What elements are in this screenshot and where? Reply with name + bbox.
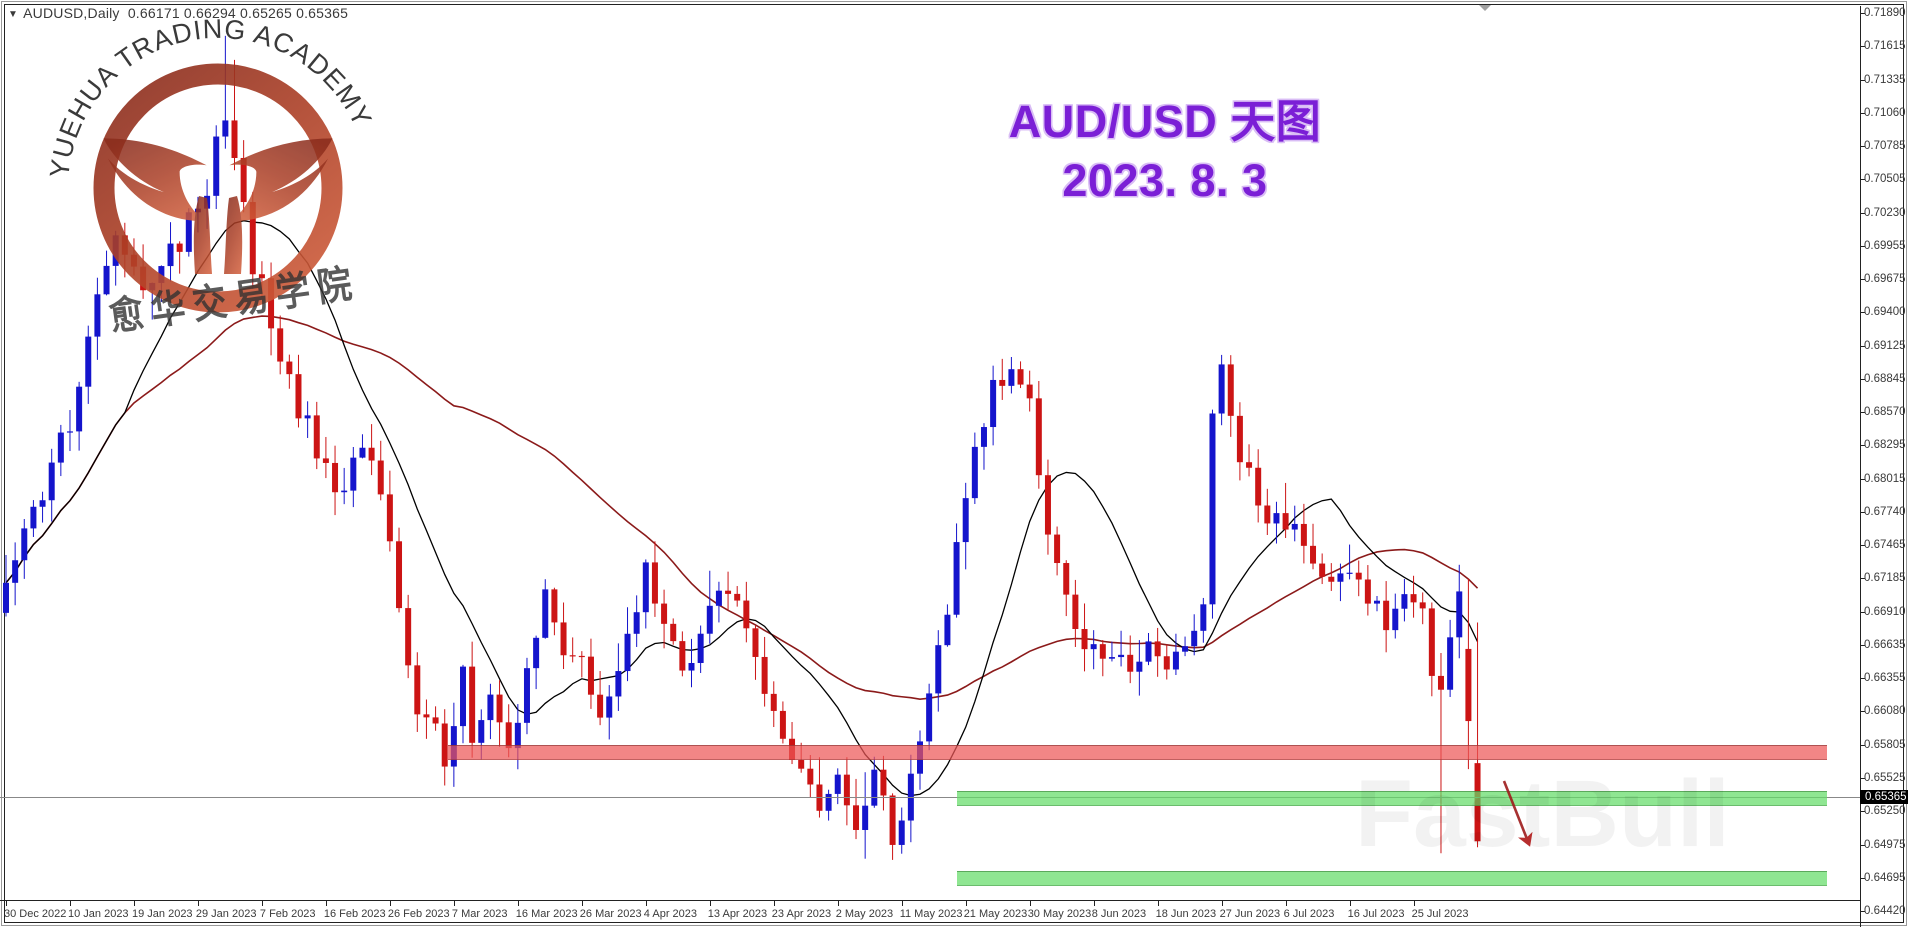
svg-text:YUEHUA TRADING ACADEMY: YUEHUA TRADING ACADEMY	[44, 14, 378, 180]
